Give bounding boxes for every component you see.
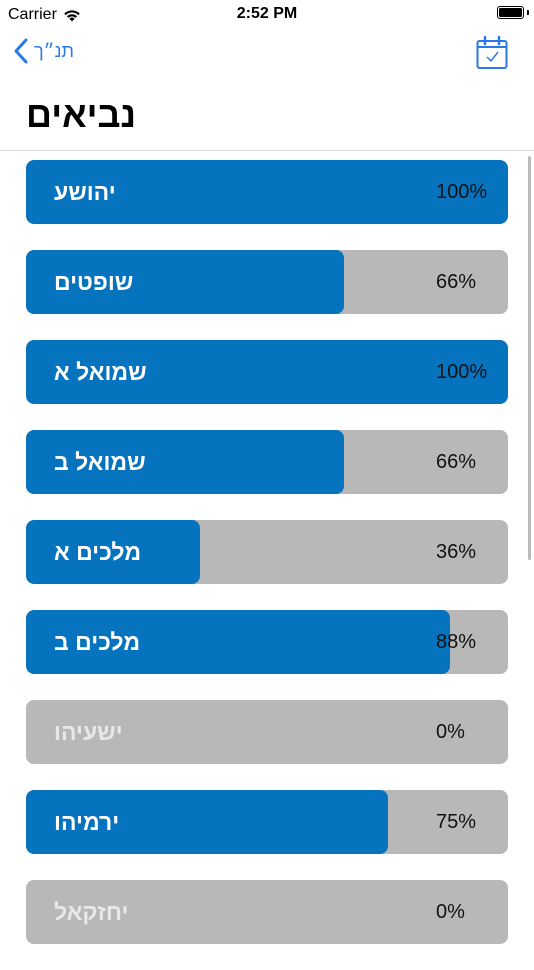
scrollbar[interactable] xyxy=(528,156,531,560)
book-row[interactable]: יהושע 100% xyxy=(26,160,508,224)
book-name: מלכים ב xyxy=(54,629,141,655)
book-list: יהושע 100% שופטים 66% שמואל א 100% שמואל ב 66% מ… xyxy=(26,160,508,970)
carrier-label: Carrier xyxy=(8,6,57,23)
book-percent: 0% xyxy=(436,721,465,743)
book-name: יחזקאל xyxy=(54,899,129,925)
book-name: שמואל א xyxy=(54,359,147,385)
chevron-left-icon xyxy=(14,38,28,64)
progress-fill xyxy=(26,610,451,674)
book-row[interactable]: ירמיהו 75% xyxy=(26,790,508,854)
page-title: נביאים xyxy=(26,94,137,135)
status-time: 2:52 PM xyxy=(236,5,298,22)
book-name: ישעיהו xyxy=(54,719,123,745)
carrier-info: Carrier xyxy=(8,6,81,24)
battery-icon xyxy=(497,6,524,19)
book-percent: 66% xyxy=(436,271,477,293)
book-row[interactable]: מלכים ב 88% xyxy=(26,610,508,674)
progress-fill xyxy=(26,340,508,404)
progress-fill xyxy=(26,790,388,854)
progress-fill xyxy=(26,430,345,494)
header-divider xyxy=(0,150,534,151)
book-percent: 75% xyxy=(436,811,477,833)
book-name: מלכים א xyxy=(54,539,142,565)
back-label: תנ״ך xyxy=(34,40,74,61)
book-row[interactable]: יחזקאל 0% xyxy=(26,880,508,944)
book-name: שופטים xyxy=(54,269,134,295)
progress-fill xyxy=(26,520,200,584)
book-row[interactable]: שמואל א 100% xyxy=(26,340,508,404)
book-row[interactable]: מלכים א 36% xyxy=(26,520,508,584)
book-name: יהושע xyxy=(54,179,116,205)
book-percent: 88% xyxy=(436,631,477,653)
calendar-button[interactable] xyxy=(476,35,508,70)
progress-fill xyxy=(26,160,508,224)
book-percent: 0% xyxy=(436,901,465,923)
page-title-container: נביאים xyxy=(26,94,136,136)
wifi-icon xyxy=(64,9,80,21)
battery-tip xyxy=(527,10,529,15)
progress-fill xyxy=(26,250,345,314)
book-row[interactable]: ישעיהו 0% xyxy=(26,700,508,764)
status-bar: Carrier 2:52 PM xyxy=(0,0,534,30)
book-row[interactable]: שופטים 66% xyxy=(26,250,508,314)
book-percent: 36% xyxy=(436,541,477,563)
calendar-check-icon xyxy=(476,35,508,69)
book-name: ירמיהו xyxy=(54,809,120,835)
book-name: שמואל ב xyxy=(54,449,146,475)
book-percent: 100% xyxy=(436,361,488,383)
back-button[interactable]: תנ״ך xyxy=(14,38,74,64)
navigation-bar: תנ״ך xyxy=(0,30,534,80)
book-percent: 100% xyxy=(436,181,488,203)
book-row[interactable]: שמואל ב 66% xyxy=(26,430,508,494)
book-percent: 66% xyxy=(436,451,477,473)
